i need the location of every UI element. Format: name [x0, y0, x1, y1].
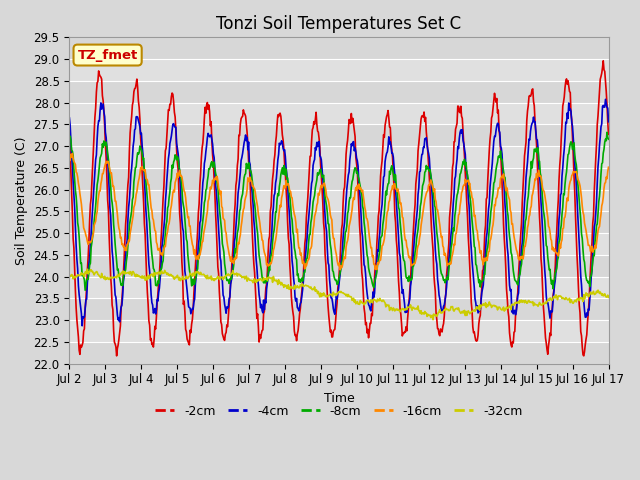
-16cm: [605, 164, 612, 170]
Bar: [69, 342, 609, 364]
-4cm: [215, 226, 223, 232]
-32cm: [421, 309, 429, 314]
Bar: [69, 81, 609, 103]
Bar: [69, 124, 609, 146]
Line: -2cm: -2cm: [69, 61, 609, 356]
Legend: -2cm, -4cm, -8cm, -16cm, -32cm: -2cm, -4cm, -8cm, -16cm, -32cm: [150, 400, 527, 423]
Bar: [69, 211, 609, 233]
-8cm: [186, 272, 194, 277]
Line: -16cm: -16cm: [69, 154, 609, 270]
-4cm: [602, 96, 609, 102]
Text: TZ_fmet: TZ_fmet: [77, 48, 138, 61]
Bar: [69, 299, 609, 320]
-4cm: [605, 119, 612, 125]
Bar: [69, 37, 609, 59]
Title: Tonzi Soil Temperatures Set C: Tonzi Soil Temperatures Set C: [216, 15, 461, 33]
-4cm: [65, 115, 73, 121]
-16cm: [215, 185, 223, 191]
-2cm: [76, 348, 83, 353]
-16cm: [76, 191, 84, 196]
-4cm: [421, 136, 429, 142]
-32cm: [84, 266, 92, 272]
-8cm: [215, 194, 223, 200]
-8cm: [65, 135, 73, 141]
-32cm: [76, 273, 83, 279]
Line: -4cm: -4cm: [69, 99, 609, 326]
-2cm: [186, 327, 194, 333]
-8cm: [605, 136, 612, 142]
-16cm: [68, 151, 76, 156]
Line: -32cm: -32cm: [69, 269, 609, 320]
Line: -8cm: -8cm: [69, 132, 609, 290]
-32cm: [215, 275, 223, 280]
-16cm: [65, 156, 73, 161]
-2cm: [132, 85, 140, 91]
-16cm: [406, 253, 413, 259]
-8cm: [405, 273, 413, 279]
-2cm: [65, 129, 73, 135]
-32cm: [186, 270, 194, 276]
-4cm: [132, 126, 140, 132]
-8cm: [132, 165, 140, 170]
X-axis label: Time: Time: [324, 392, 355, 405]
Y-axis label: Soil Temperature (C): Soil Temperature (C): [15, 136, 28, 265]
-2cm: [113, 353, 120, 359]
Bar: [69, 168, 609, 190]
-32cm: [132, 274, 140, 279]
-8cm: [81, 288, 89, 293]
-2cm: [215, 271, 223, 277]
-8cm: [603, 130, 611, 135]
-32cm: [405, 304, 413, 310]
Bar: [69, 255, 609, 276]
-2cm: [405, 299, 413, 304]
-2cm: [605, 132, 612, 137]
-2cm: [421, 119, 429, 124]
-32cm: [429, 317, 437, 323]
-16cm: [132, 198, 140, 204]
-4cm: [405, 300, 413, 305]
-16cm: [336, 267, 344, 273]
-32cm: [65, 272, 73, 277]
-4cm: [186, 305, 194, 311]
-4cm: [78, 323, 86, 329]
-16cm: [186, 223, 194, 229]
-4cm: [76, 292, 83, 298]
-2cm: [600, 58, 607, 64]
-32cm: [605, 295, 612, 300]
-8cm: [76, 234, 83, 240]
-8cm: [421, 169, 429, 175]
-16cm: [422, 194, 429, 200]
